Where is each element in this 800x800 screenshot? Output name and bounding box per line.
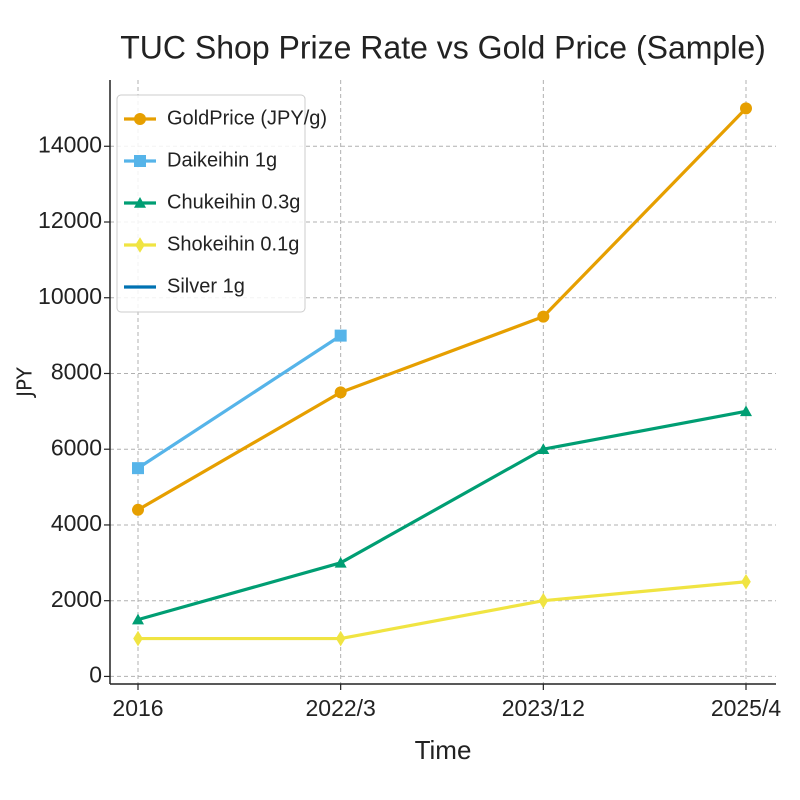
legend-label: Chukeihin 0.3g [167,191,300,213]
legend: GoldPrice (JPY/g) Daikeihin 1g Chukeihin 0… [116,94,327,313]
y-tick-label: 0 [89,662,102,688]
y-tick-label: 8000 [51,359,102,385]
legend-label: Daikeihin 1g [167,149,277,171]
marker [132,613,144,625]
marker [134,113,146,125]
marker [134,197,146,208]
marker [133,630,143,647]
legend-label: Silver 1g [167,275,245,297]
y-tick-label: 2000 [51,586,102,612]
legend-label: Shokeihin 0.1g [167,233,299,255]
marker [334,329,347,342]
y-tick-label: 12000 [38,207,102,233]
x-tick-label: 2022/3 [305,695,375,721]
y-axis-label: JPY [13,366,37,399]
marker [134,155,146,167]
y-tick-label: 6000 [51,434,102,460]
x-axis-label: Time [415,735,472,765]
marker [538,592,549,609]
y-tick-label: 4000 [51,510,102,536]
marker [741,573,751,590]
line-series [138,580,747,641]
x-tick-label: 2016 [112,695,163,721]
marker [740,405,752,417]
x-tick-label: 2025/4 [711,695,782,721]
y-tick-label: 14000 [38,131,102,157]
line-series [137,107,748,512]
x-tick-label: 2023/12 [502,695,585,721]
marker [335,630,346,647]
marker [132,462,144,475]
chart-title: TUC Shop Prize Rate vs Gold Price (Sampl… [120,29,766,65]
line-series [137,334,342,470]
marker [334,386,347,399]
marker [537,443,550,455]
marker [334,556,347,568]
y-tick-label: 10000 [38,283,102,309]
legend-label: GoldPrice (JPY/g) [167,107,327,129]
line-series [137,409,747,622]
marker [132,503,144,516]
marker [537,310,550,323]
marker [740,102,752,115]
marker [135,237,145,253]
legend-box [116,94,306,313]
